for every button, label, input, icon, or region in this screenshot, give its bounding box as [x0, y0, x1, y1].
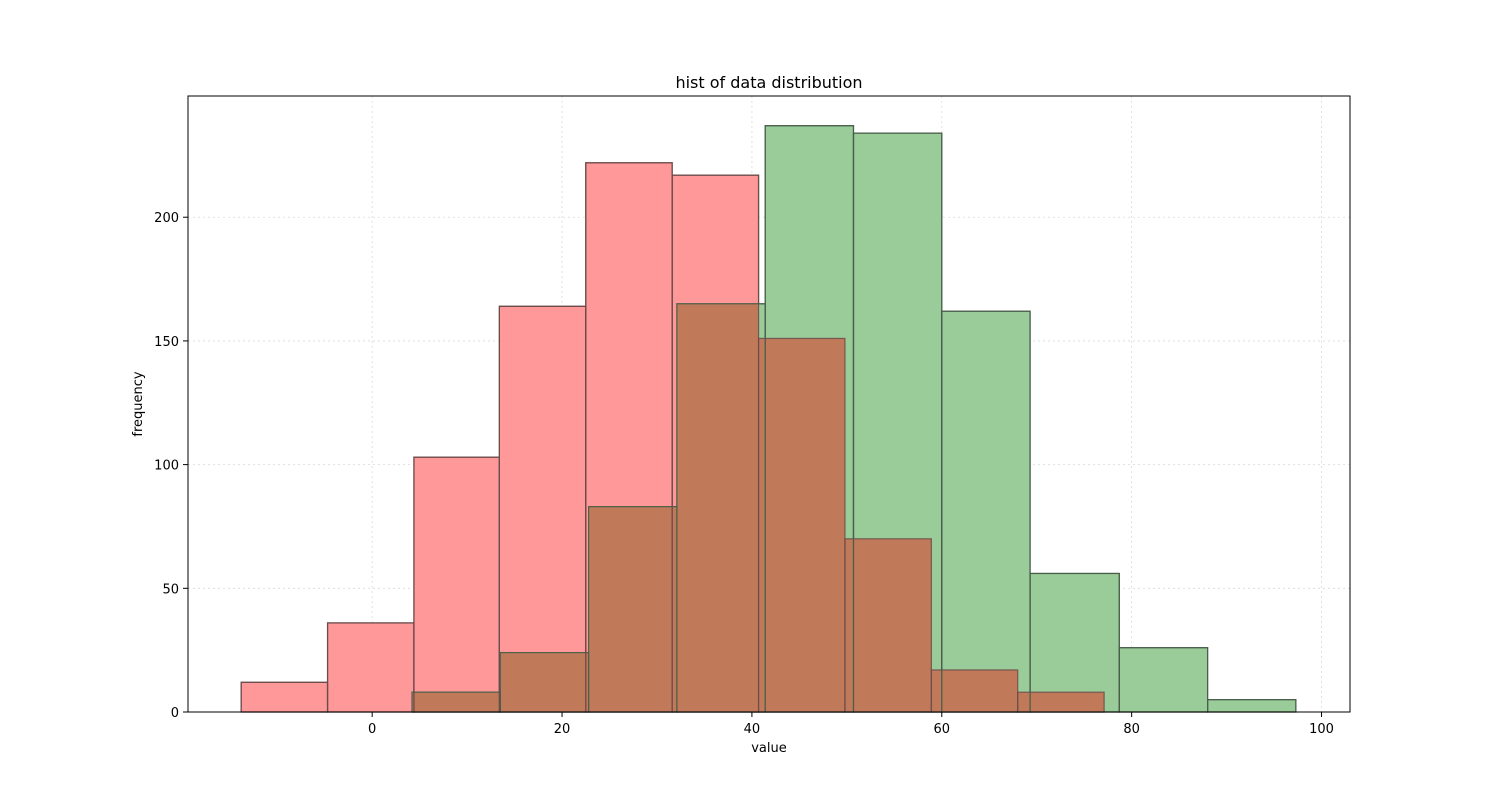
y-tick-label: 100 — [154, 459, 179, 474]
overlap-region — [588, 506, 673, 712]
x-tick-label: 80 — [1123, 722, 1140, 737]
histogram-bar-series-1-bin-3 — [413, 456, 500, 713]
overlap-region — [931, 669, 942, 712]
overlap-region — [853, 538, 932, 712]
y-tick-label: 150 — [154, 335, 179, 350]
overlap-region — [676, 303, 759, 712]
x-tick-label: 60 — [934, 722, 951, 737]
y-tick-label: 50 — [162, 582, 179, 597]
x-tick-label: 40 — [744, 722, 761, 737]
overlap-region — [412, 692, 414, 712]
y-axis-label: frequency — [131, 371, 146, 437]
histogram-bar-series-1-bin-1 — [240, 681, 329, 713]
overlap-region — [758, 338, 766, 712]
overlap-region — [413, 692, 500, 712]
x-tick-label: 100 — [1309, 722, 1334, 737]
ticks: 0 20 40 60 80 100 0 50 100 150 200 — [154, 211, 1334, 737]
overlap-region — [941, 669, 1018, 712]
y-tick-label: 0 — [171, 706, 179, 721]
overlap-region — [844, 538, 854, 712]
histogram-bar-series-2-bin-8 — [1029, 572, 1120, 713]
histogram-bar-series-1-bin-4 — [498, 305, 587, 713]
histogram-bar-series-1-bin-2 — [326, 622, 415, 713]
x-tick-label: 20 — [554, 722, 571, 737]
overlap-region — [500, 652, 586, 712]
overlap-region — [1030, 692, 1105, 712]
x-tick-label: 0 — [368, 722, 376, 737]
overlap-region — [1017, 692, 1031, 712]
chart-title: hist of data distribution — [675, 73, 862, 92]
y-tick-label: 200 — [154, 211, 179, 226]
overlap-region — [585, 652, 589, 712]
axes-frame — [187, 95, 1351, 713]
histogram-bar-series-2-bin-7 — [941, 310, 1031, 713]
x-axis-label: value — [751, 741, 787, 756]
overlap-region — [672, 506, 677, 712]
histogram-bar-series-2-bin-10 — [1206, 699, 1297, 713]
overlap-region — [765, 338, 845, 712]
histogram-bar-series-2-bin-9 — [1118, 647, 1209, 713]
